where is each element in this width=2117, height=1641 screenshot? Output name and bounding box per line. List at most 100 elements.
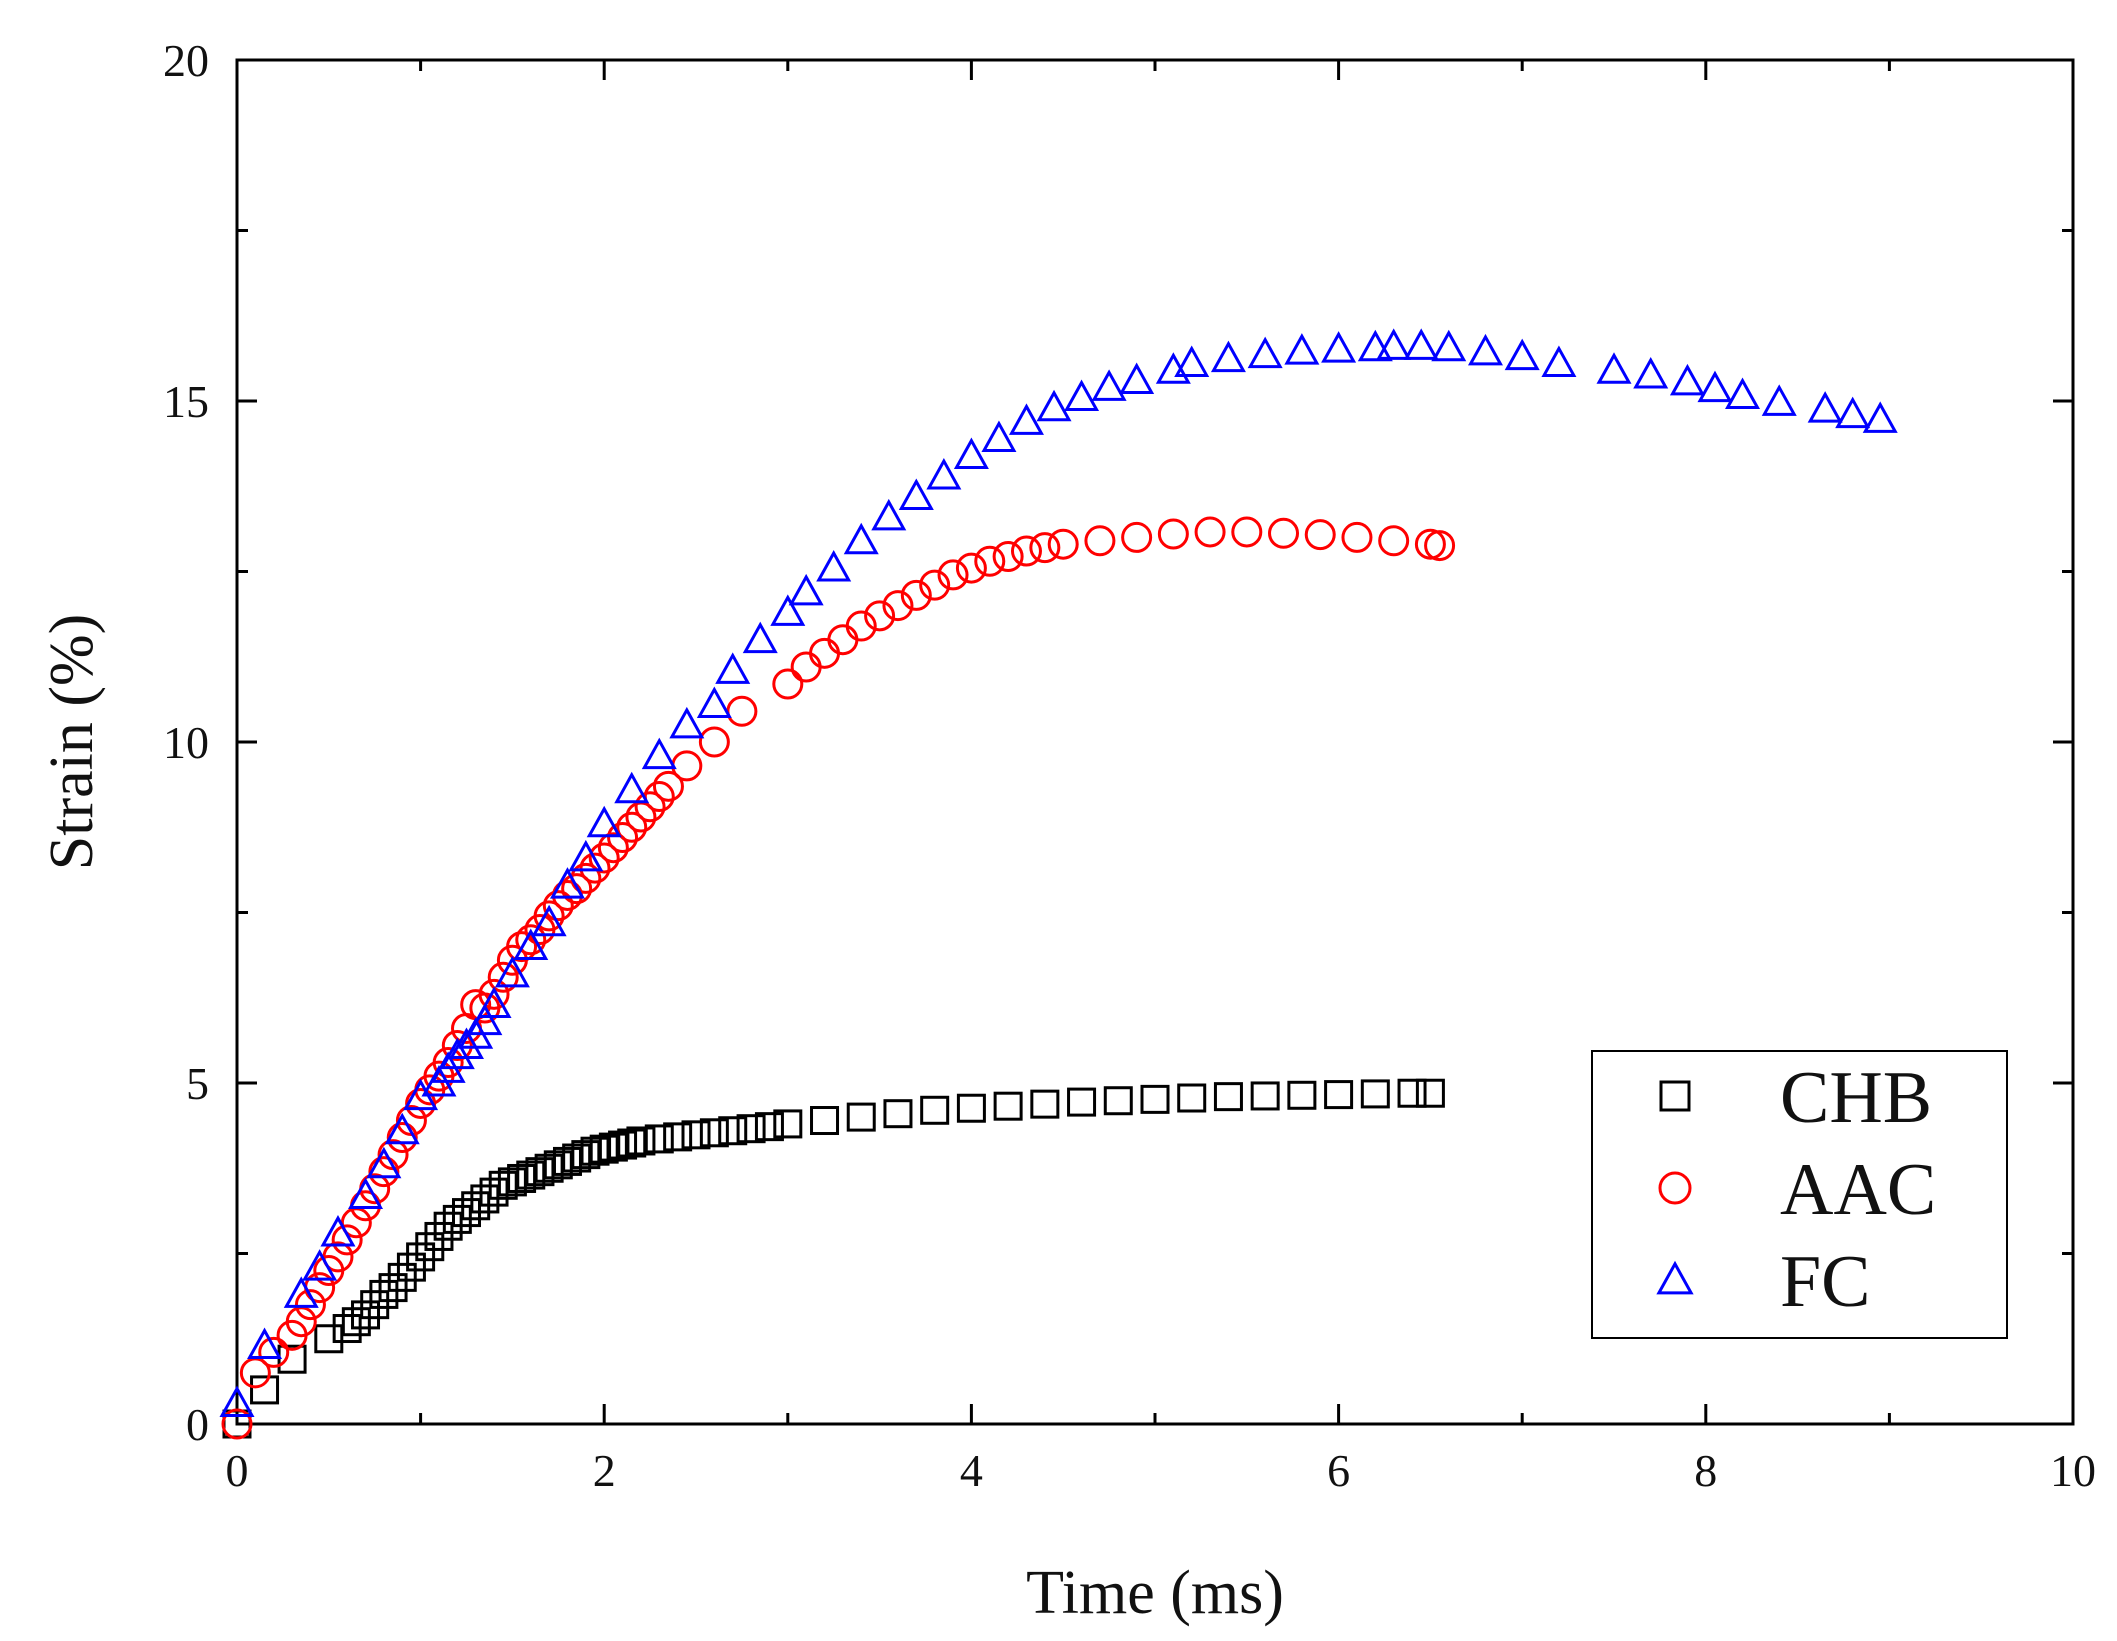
series-fc [219, 328, 1898, 1417]
data-markers [219, 328, 1898, 1440]
aac-point [616, 811, 648, 843]
aac-point [1121, 521, 1153, 553]
fc-point [1467, 333, 1503, 366]
chb-point [1360, 1079, 1390, 1109]
fc-point [568, 839, 604, 872]
fc-point [1376, 328, 1412, 360]
aac-point [955, 552, 987, 584]
aac-point [432, 1047, 464, 1079]
legend-marker-aac [1658, 1171, 1692, 1205]
y-tick-label: 5 [186, 1058, 209, 1109]
aac-point [515, 924, 547, 956]
chb-point [314, 1324, 344, 1354]
x-tick-label: 8 [1694, 1445, 1717, 1496]
chb-point [626, 1126, 656, 1156]
aac-point [579, 852, 611, 884]
fc-point [788, 573, 824, 606]
aac-point [1378, 525, 1410, 557]
fc-point [449, 1027, 484, 1059]
aac-point [772, 668, 804, 700]
chb-point [369, 1279, 399, 1309]
chb-point [378, 1273, 408, 1303]
chb-point [598, 1132, 628, 1162]
legend-marker-chb [1659, 1080, 1691, 1112]
chb-point [617, 1128, 647, 1158]
fc-point [1210, 340, 1246, 373]
chb-point [1415, 1078, 1445, 1108]
fc-point [1725, 377, 1761, 410]
legend-entry-chb: CHB [1659, 1057, 1932, 1139]
aac-point [1304, 519, 1336, 551]
fc-point [614, 771, 650, 804]
fc-point [1036, 389, 1072, 422]
chb-point [396, 1252, 426, 1282]
chb-point [516, 1160, 546, 1190]
chb-point [571, 1140, 601, 1170]
chb-point [341, 1307, 371, 1337]
x-tick-label: 2 [593, 1445, 616, 1496]
aac-point [542, 890, 574, 922]
chb-point [497, 1167, 527, 1197]
fc-point [953, 437, 989, 470]
y-tick-label: 10 [163, 717, 209, 768]
x-tick-label: 6 [1327, 1445, 1350, 1496]
series-chb [222, 1078, 1445, 1439]
chb-point [1140, 1084, 1170, 1114]
chb-point [1250, 1081, 1280, 1111]
aac-point [487, 961, 519, 993]
fc-point [531, 904, 567, 937]
chb-point [552, 1146, 582, 1176]
fc-point [715, 652, 751, 684]
fc-point [696, 686, 732, 718]
chb-point [479, 1177, 509, 1207]
fc-point [384, 1112, 420, 1145]
legend-entry-aac: AAC [1658, 1149, 1936, 1231]
x-tick-label: 4 [960, 1445, 983, 1496]
fc-point [843, 522, 879, 555]
aac-point [726, 695, 758, 727]
fc-point [302, 1249, 338, 1281]
x-axis-title: Time (ms) [1026, 1559, 1284, 1627]
chb-point [699, 1118, 729, 1148]
chb-point [736, 1114, 766, 1144]
fc-point [1807, 391, 1843, 423]
aac-point [561, 873, 593, 905]
chb-point [360, 1290, 390, 1320]
x-tick-label: 10 [2050, 1445, 2096, 1496]
chb-point [681, 1120, 711, 1150]
fc-point [1504, 338, 1540, 371]
fc-point [1835, 396, 1871, 429]
chb-point [644, 1124, 674, 1154]
fc-point [1541, 345, 1577, 377]
aac-point [864, 600, 896, 632]
aac-point [992, 540, 1024, 572]
chb-point [1103, 1086, 1133, 1116]
fc-point [1403, 328, 1439, 360]
aac-point [1157, 518, 1189, 550]
aac-point [698, 726, 730, 758]
aac-point [607, 821, 639, 853]
aac-point [652, 770, 684, 802]
chb-point [920, 1095, 950, 1125]
aac-point [1010, 535, 1042, 567]
fc-point [1174, 345, 1210, 377]
legend-marker-fc [1656, 1260, 1694, 1295]
aac-point [809, 637, 841, 669]
legend: CHB AAC FC [1591, 1050, 2008, 1339]
fc-point [1862, 401, 1898, 433]
chb-point [1067, 1087, 1097, 1117]
aac-point [1029, 532, 1061, 564]
aac-point [634, 791, 666, 823]
chb-point [507, 1163, 537, 1193]
chb-point [424, 1221, 454, 1251]
fc-point [439, 1037, 475, 1070]
fc-point [641, 737, 677, 770]
aac-point [258, 1336, 290, 1368]
aac-point [322, 1241, 354, 1273]
aac-point [294, 1289, 326, 1321]
aac-point [937, 559, 969, 591]
fc-point [467, 1003, 503, 1036]
chb-point [956, 1093, 986, 1123]
chb-point [250, 1375, 280, 1405]
